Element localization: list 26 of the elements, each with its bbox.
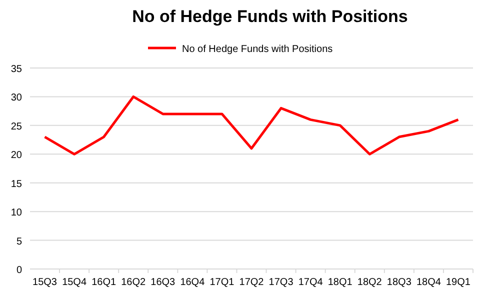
- x-tick-label: 18Q4: [416, 277, 442, 288]
- x-tick-label: 15Q4: [62, 277, 87, 288]
- x-tick-label: 16Q2: [121, 277, 146, 288]
- x-tick-label: 17Q3: [268, 277, 294, 288]
- y-tick-label: 35: [10, 64, 22, 75]
- y-tick-label: 5: [16, 236, 22, 248]
- legend-label: No of Hedge Funds with Positions: [182, 44, 333, 55]
- y-tick-label: 10: [10, 208, 22, 219]
- x-tick-label: 16Q3: [150, 277, 176, 288]
- chart-title: No of Hedge Funds with Positions: [132, 7, 408, 26]
- x-tick-label: 18Q2: [357, 277, 382, 288]
- x-tick-label: 16Q4: [180, 277, 206, 288]
- x-tick-label: 18Q3: [386, 277, 412, 288]
- y-tick-label: 20: [10, 150, 22, 162]
- y-tick-label: 25: [10, 121, 22, 132]
- x-tick-label: 17Q1: [210, 277, 235, 288]
- x-tick-label: 18Q1: [328, 277, 353, 288]
- x-tick-label: 19Q1: [446, 277, 471, 288]
- x-tick-label: 16Q1: [92, 277, 116, 288]
- y-tick-label: 30: [10, 92, 22, 104]
- x-tick-label: 17Q2: [239, 277, 264, 288]
- y-tick-label: 15: [10, 178, 22, 190]
- x-tick-label: 15Q3: [32, 277, 58, 288]
- x-tick-label: 17Q4: [298, 277, 324, 288]
- line-series: [44, 95, 460, 156]
- y-tick-label: 0: [16, 265, 22, 276]
